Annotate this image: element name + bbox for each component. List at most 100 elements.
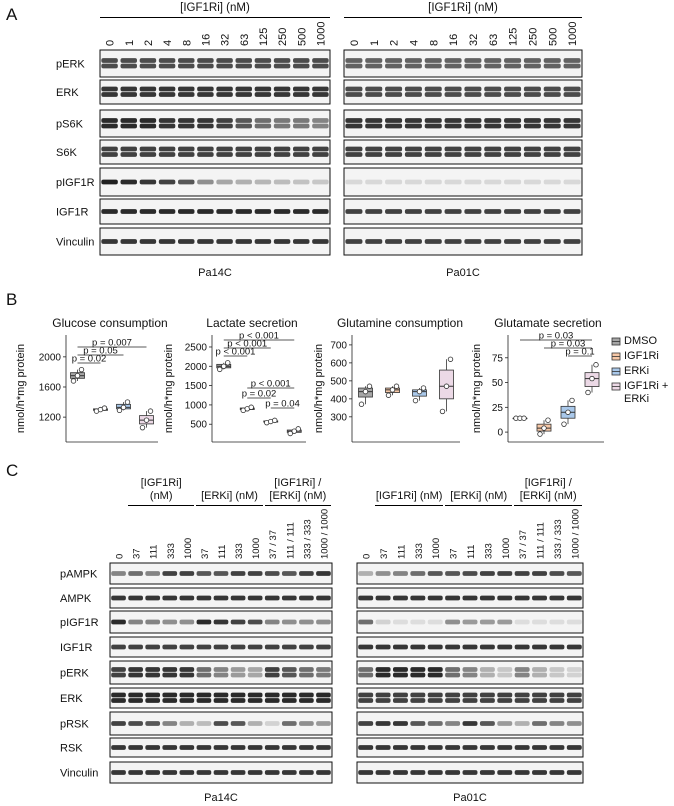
lane-label: 0 (349, 40, 361, 46)
blot-band (345, 63, 363, 69)
blot-band (216, 152, 233, 157)
blot-band (299, 770, 314, 775)
blot-band (549, 619, 565, 625)
blot-band (111, 770, 126, 775)
blot-band (120, 86, 137, 92)
blot-band (497, 644, 513, 650)
blot-band (444, 239, 462, 244)
blot-frame (343, 49, 583, 78)
blot-band (158, 152, 176, 157)
blot-band (543, 152, 561, 157)
blot-band (196, 644, 212, 650)
y-tick-label: 1600 (39, 382, 62, 393)
blot-band (247, 619, 263, 625)
blot-frame (343, 227, 583, 256)
blot-band (111, 619, 126, 625)
blot-band (254, 209, 272, 214)
data-point (147, 408, 154, 414)
blot-band (230, 672, 246, 678)
blot-band (235, 209, 252, 214)
blot-band (299, 667, 314, 672)
panel-label: A (6, 5, 18, 24)
blot-band (299, 692, 314, 698)
blot-band (385, 152, 403, 157)
legend-item: IGF1Ri + ERKi (611, 380, 673, 406)
blot-band (404, 179, 422, 185)
blot-band (566, 672, 582, 678)
blot-band (101, 63, 118, 69)
y-tick-label: 0 (497, 428, 503, 439)
blot-band (532, 770, 548, 775)
blot-band (358, 644, 374, 650)
data-point (420, 385, 427, 391)
blot-band (293, 146, 310, 152)
blot-band (410, 644, 426, 650)
blot-band (404, 63, 422, 69)
blot-band (139, 86, 157, 92)
blot-band (385, 63, 403, 69)
blot-band (410, 595, 426, 601)
blot-band (178, 86, 195, 92)
lane-label: 37 / 37 (518, 530, 529, 559)
blot-band (312, 179, 329, 185)
blot-band (543, 63, 561, 69)
blot-band (479, 571, 495, 576)
p-value: p = 0.02 (72, 354, 107, 365)
blot-band (427, 667, 443, 672)
blot-band (273, 239, 291, 244)
blot-band (497, 619, 513, 625)
blot-band (235, 146, 252, 152)
blot-label: pIGF1R (60, 617, 99, 629)
data-point (217, 366, 223, 373)
blot-band (365, 118, 383, 123)
blot-band (316, 571, 331, 576)
blot-band (563, 209, 581, 214)
blot-band (197, 86, 214, 92)
blot-band (479, 721, 495, 726)
blot-band (523, 146, 541, 152)
blot-band (563, 239, 581, 244)
blot-band (484, 86, 502, 92)
panel-label: C (6, 461, 18, 480)
lane-label: 37 (200, 548, 211, 559)
blot-band (410, 571, 426, 576)
blot-band (162, 692, 178, 698)
p-value: p < 0.001 (227, 339, 267, 350)
blot-band (178, 209, 195, 214)
blot-band (254, 58, 272, 63)
blot-band (424, 86, 442, 92)
blot-band (462, 698, 478, 703)
blot-band (254, 239, 272, 244)
data-point (120, 404, 127, 411)
blot-band (230, 721, 246, 726)
blot-band (479, 672, 495, 678)
blot-band (392, 619, 408, 625)
lane-label: 111 (149, 545, 160, 559)
blot-frame (109, 687, 333, 709)
blot-band (566, 667, 582, 672)
blot-band (497, 692, 513, 698)
blot-band (404, 152, 422, 157)
treatment-header: [IGF1Ri] (nM) (344, 2, 582, 18)
blot-frame (99, 79, 331, 105)
blot-band (145, 721, 161, 726)
blot-band (424, 209, 442, 214)
blot-band (213, 667, 229, 672)
blot-band (312, 58, 329, 63)
blot-band (566, 571, 582, 576)
blot-band (316, 644, 331, 650)
blot-band (462, 644, 478, 650)
lane-label: 16 (200, 34, 212, 46)
blot-band (462, 619, 478, 625)
blot-band (549, 667, 565, 672)
lane-label: 0 (105, 40, 117, 46)
blot-band (532, 745, 548, 750)
blot-frame (99, 109, 331, 138)
blot-band (213, 721, 229, 726)
blot-band (445, 721, 461, 726)
blot-band (254, 63, 272, 69)
blot-band (128, 692, 143, 698)
blot-band (479, 619, 495, 625)
blot-band (385, 92, 403, 97)
y-tick-label: 400 (330, 394, 347, 405)
